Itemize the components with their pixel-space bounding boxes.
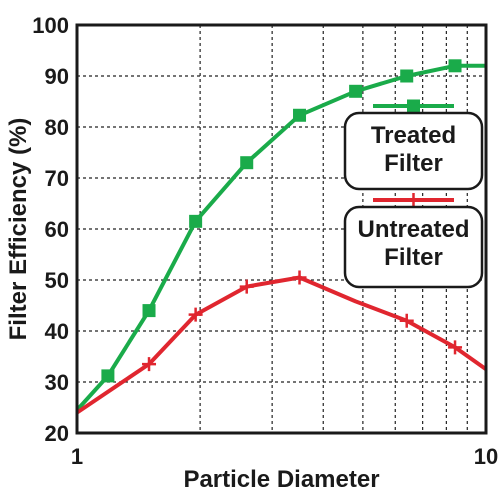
data-point: [189, 214, 203, 228]
data-point: [142, 357, 157, 372]
legend-label: Filter: [384, 244, 443, 271]
series-line: [75, 63, 486, 412]
legend-label: Treated: [371, 122, 456, 149]
y-tick-label: 80: [45, 115, 69, 140]
y-tick-label: 60: [45, 217, 69, 242]
series-1: [75, 270, 488, 415]
data-point: [188, 307, 203, 322]
y-tick-label: 70: [45, 166, 69, 191]
y-tick-label: 20: [45, 421, 69, 446]
legend-label: Filter: [384, 150, 443, 177]
x-axis-title: Particle Diameter: [183, 466, 379, 493]
legend-swatch-marker: [406, 193, 421, 207]
y-tick-label: 100: [32, 13, 69, 38]
plot-frame: [75, 23, 488, 435]
data-point: [142, 304, 156, 318]
y-axis-title: Filter Efficiency (%): [5, 118, 32, 341]
data-point: [448, 340, 463, 355]
data-point: [399, 313, 414, 328]
legend-box: [343, 205, 484, 289]
data-point: [349, 84, 363, 98]
data-point: [239, 279, 254, 294]
data-point: [292, 270, 307, 285]
data-point: [400, 69, 414, 83]
legend-label: Untreated: [357, 216, 469, 243]
series-0: [75, 59, 486, 412]
x-tick-label: 1: [71, 444, 83, 469]
y-tick-label: 40: [45, 319, 69, 344]
data-point: [240, 156, 254, 170]
data-point: [101, 369, 115, 383]
series-layer: [75, 59, 488, 415]
data-point: [448, 59, 462, 73]
y-tick-label: 90: [45, 64, 69, 89]
y-tick-label: 50: [45, 268, 69, 293]
x-tick-label: 10: [474, 444, 498, 469]
y-tick-label: 30: [45, 370, 69, 395]
legend-box: [343, 111, 484, 191]
series-line: [75, 275, 488, 415]
data-point: [293, 108, 307, 122]
legend-swatch-marker: [407, 99, 420, 113]
